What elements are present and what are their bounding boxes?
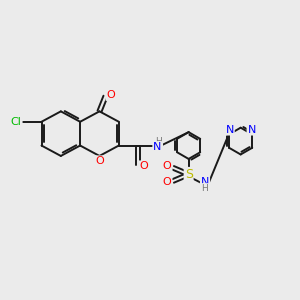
Text: N: N xyxy=(201,177,209,187)
Text: S: S xyxy=(184,168,193,181)
Text: N: N xyxy=(226,124,234,135)
Text: O: O xyxy=(106,90,115,100)
Text: N: N xyxy=(248,124,256,135)
Text: Cl: Cl xyxy=(11,117,22,127)
Text: H: H xyxy=(202,184,208,193)
Text: O: O xyxy=(95,156,104,166)
Text: O: O xyxy=(163,177,172,188)
Text: H: H xyxy=(155,137,162,146)
Text: N: N xyxy=(153,142,162,152)
Text: O: O xyxy=(139,161,148,171)
Text: O: O xyxy=(163,161,172,171)
